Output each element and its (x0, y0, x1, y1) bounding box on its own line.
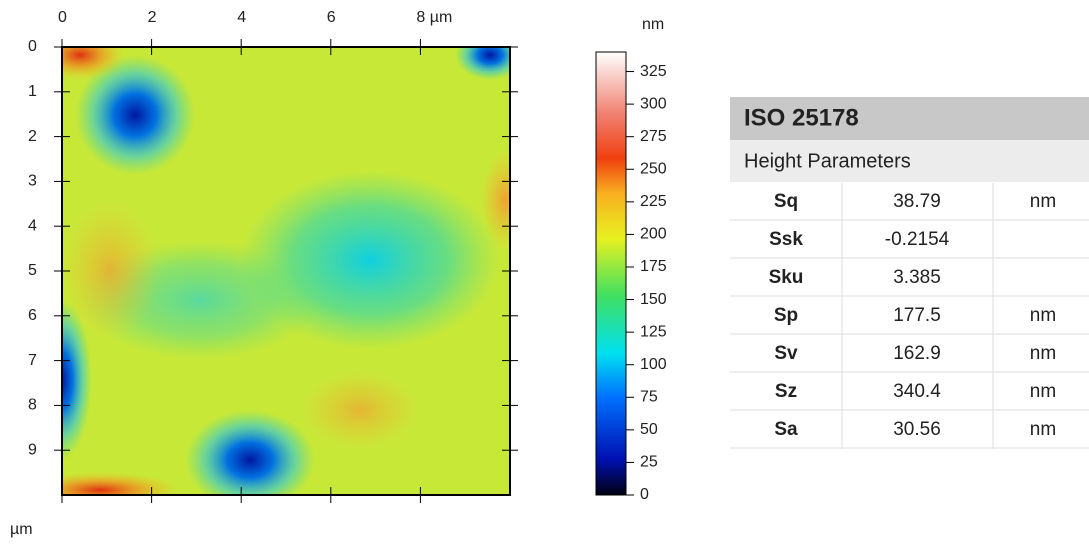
colorbar-tick-label: 75 (640, 388, 658, 405)
param-name: Sa (774, 419, 798, 440)
param-value: -0.2154 (885, 229, 950, 250)
param-value: 177.5 (893, 305, 941, 326)
param-name: Sku (769, 267, 804, 288)
colorbar-unit: nm (642, 16, 664, 33)
colorbar-tick-label: 175 (640, 258, 667, 275)
param-unit: nm (1030, 419, 1056, 440)
colorbar-tick-label: 250 (640, 160, 667, 177)
colorbar-tick-label: 125 (640, 323, 667, 340)
colorbar-tick-label: 325 (640, 63, 667, 80)
y-tick-label: 8 (28, 397, 37, 414)
param-value: 3.385 (893, 267, 941, 288)
colorbar-tick-label: 300 (640, 95, 667, 112)
param-unit: nm (1030, 191, 1056, 212)
colorbar-tick-label: 0 (640, 486, 649, 503)
colorbar-tick-label: 225 (640, 193, 667, 210)
y-tick-label: 9 (28, 441, 37, 458)
param-name: Sq (774, 191, 798, 212)
y-unit: µm (10, 521, 33, 538)
param-value: 340.4 (893, 381, 941, 402)
x-tick-label: 0 (58, 9, 67, 26)
param-name: Sz (775, 381, 797, 402)
x-tick-label: 4 (237, 9, 246, 26)
param-value: 162.9 (893, 343, 941, 364)
param-value: 38.79 (893, 191, 941, 212)
param-value: 30.56 (893, 419, 941, 440)
table-subtitle: Height Parameters (744, 150, 911, 172)
y-tick-label: 6 (28, 307, 37, 324)
y-tick-label: 5 (28, 262, 37, 279)
x-tick-label: 2 (148, 9, 157, 26)
x-tick-label: 8 µm (416, 9, 452, 26)
colorbar-tick-label: 200 (640, 226, 667, 243)
y-tick-label: 7 (28, 352, 37, 369)
colorbar-tick-label: 100 (640, 356, 667, 373)
y-tick-label: 0 (28, 38, 37, 55)
param-name: Sp (774, 305, 798, 326)
y-tick-label: 4 (28, 217, 37, 234)
param-unit: nm (1030, 305, 1056, 326)
colorbar-tick-label: 25 (640, 454, 658, 471)
param-unit: nm (1030, 343, 1056, 364)
y-tick-label: 3 (28, 173, 37, 190)
colorbar-tick-label: 150 (640, 291, 667, 308)
param-name: Sv (774, 343, 798, 364)
colorbar-tick-label: 50 (640, 421, 658, 438)
y-tick-label: 1 (28, 83, 37, 100)
colorbar-tick-label: 275 (640, 128, 667, 145)
x-tick-label: 6 (327, 9, 336, 26)
height-map (62, 47, 510, 495)
table-title-bg (730, 97, 1089, 140)
table-subtitle-bg (730, 140, 1089, 182)
param-unit: nm (1030, 381, 1056, 402)
y-tick-label: 2 (28, 128, 37, 145)
colorbar (595, 51, 627, 496)
param-name: Ssk (769, 229, 803, 250)
table-title: ISO 25178 (744, 104, 859, 131)
